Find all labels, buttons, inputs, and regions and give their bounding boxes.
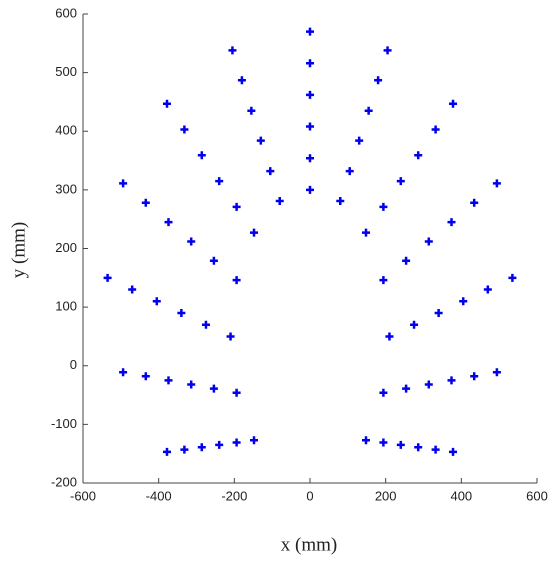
y-tick-label: -200	[51, 474, 77, 489]
point	[306, 90, 314, 99]
point	[306, 59, 314, 68]
point	[180, 125, 189, 134]
point	[162, 447, 171, 456]
point	[361, 228, 370, 237]
point	[483, 285, 492, 294]
point	[232, 388, 241, 397]
point	[215, 177, 224, 186]
point	[247, 106, 256, 115]
point	[197, 443, 206, 452]
point	[152, 297, 161, 306]
point	[383, 46, 392, 55]
x-tick-label: 400	[450, 488, 472, 503]
point	[209, 256, 218, 265]
point	[410, 320, 419, 329]
point	[103, 273, 112, 282]
point	[306, 122, 314, 131]
point	[119, 179, 128, 188]
point	[275, 197, 284, 206]
point	[232, 438, 241, 447]
point	[215, 440, 224, 449]
point	[396, 440, 405, 449]
point	[449, 99, 458, 108]
point	[424, 237, 433, 246]
point	[374, 76, 383, 85]
point	[379, 202, 388, 211]
x-tick-label: -400	[146, 488, 172, 503]
point	[402, 256, 411, 265]
point	[508, 273, 517, 282]
point	[164, 218, 173, 227]
y-tick-label: 0	[70, 357, 77, 372]
point	[447, 376, 456, 385]
point	[256, 136, 265, 145]
point	[180, 445, 189, 454]
point	[250, 228, 259, 237]
point	[232, 276, 241, 285]
point	[449, 447, 458, 456]
point	[228, 46, 237, 55]
x-tick-label: 600	[526, 488, 548, 503]
point	[306, 154, 314, 163]
y-tick-label: 600	[55, 5, 77, 20]
point	[250, 436, 259, 445]
point	[431, 445, 440, 454]
point	[402, 384, 411, 393]
point	[232, 202, 241, 211]
point	[379, 438, 388, 447]
point	[361, 436, 370, 445]
point	[226, 332, 235, 341]
point	[379, 276, 388, 285]
point	[187, 237, 196, 246]
point	[345, 167, 354, 176]
point	[141, 372, 150, 381]
point	[355, 136, 364, 145]
point	[237, 76, 246, 85]
point	[379, 388, 388, 397]
point	[266, 167, 275, 176]
point	[459, 297, 468, 306]
y-tick-label: -100	[51, 416, 77, 431]
point	[470, 372, 479, 381]
point	[306, 185, 314, 194]
point	[424, 380, 433, 389]
point	[336, 197, 345, 206]
y-tick-label: 100	[55, 299, 77, 314]
point	[364, 106, 373, 115]
point	[431, 125, 440, 134]
point	[470, 198, 479, 207]
point	[164, 376, 173, 385]
point	[201, 320, 210, 329]
point	[396, 177, 405, 186]
point	[162, 99, 171, 108]
point	[385, 332, 394, 341]
point	[187, 380, 196, 389]
point	[414, 443, 423, 452]
point	[492, 368, 501, 377]
x-tick-label: -600	[70, 488, 96, 503]
y-tick-label: 400	[55, 123, 77, 138]
point	[306, 27, 314, 36]
y-tick-label: 200	[55, 240, 77, 255]
point	[492, 179, 501, 188]
x-axis-title: x (mm)	[281, 534, 337, 555]
x-tick-label: -200	[221, 488, 247, 503]
point	[447, 218, 456, 227]
x-tick-label: 200	[375, 488, 397, 503]
point	[434, 308, 443, 317]
point	[128, 285, 137, 294]
y-tick-label: 500	[55, 64, 77, 79]
y-tick-label: 300	[55, 181, 77, 196]
point	[209, 384, 218, 393]
x-tick-label: 0	[306, 488, 313, 503]
y-axis-title: y (mm)	[8, 222, 29, 278]
point	[119, 368, 128, 377]
point	[141, 198, 150, 207]
point	[197, 151, 206, 160]
point	[177, 308, 186, 317]
point	[414, 151, 423, 160]
